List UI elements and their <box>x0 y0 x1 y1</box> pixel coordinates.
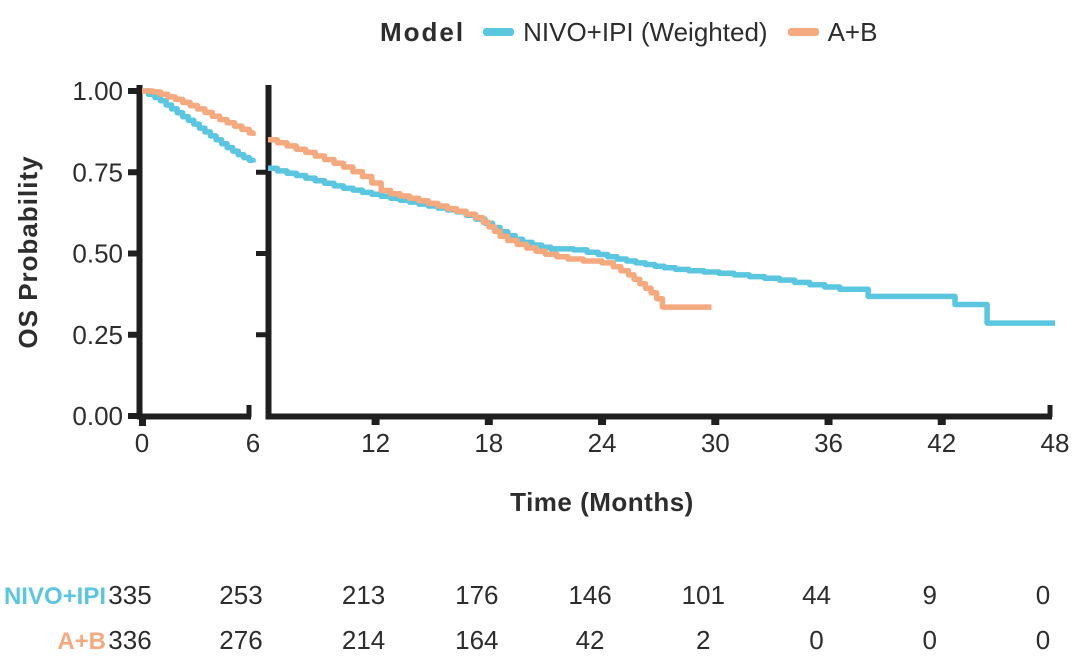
risk-count: 214 <box>342 625 385 655</box>
y-axis-title: OS Probability <box>13 155 43 349</box>
km-curve-nivo-ipi-weighted <box>142 88 256 163</box>
legend-swatch-a-b <box>787 28 819 36</box>
y-tick-label: 0.25 <box>72 320 123 350</box>
km-curve-a-b <box>142 88 256 136</box>
legend-swatch-nivo-ipi-weighted <box>483 28 515 36</box>
y-tick-label: 0.00 <box>72 401 123 431</box>
risk-count: 44 <box>802 580 831 610</box>
risk-count: 42 <box>576 625 605 655</box>
km-curve-a-b <box>268 137 712 310</box>
risk-count: 0 <box>809 625 823 655</box>
risk-count: 0 <box>1036 580 1050 610</box>
risk-row-label: A+B <box>57 628 106 655</box>
risk-count: 176 <box>455 580 498 610</box>
risk-count: 335 <box>108 580 151 610</box>
x-axis-title: Time (Months) <box>510 487 694 517</box>
legend-title: Model <box>380 16 466 47</box>
x-tick-label: 30 <box>701 428 730 458</box>
risk-count: 101 <box>682 580 725 610</box>
x-tick-label: 6 <box>246 428 260 458</box>
risk-count: 164 <box>455 625 498 655</box>
x-tick-label: 0 <box>135 428 149 458</box>
legend-label-a-b: A+B <box>827 16 878 47</box>
legend-label-nivo-ipi-weighted: NIVO+IPI (Weighted) <box>523 16 768 47</box>
y-tick-label: 1.00 <box>72 76 123 106</box>
x-tick-label: 18 <box>474 428 503 458</box>
x-tick-label: 36 <box>814 428 843 458</box>
risk-count: 0 <box>1036 625 1050 655</box>
x-tick-label: 42 <box>927 428 956 458</box>
legend: Model NIVO+IPI (Weighted) A+B <box>380 14 897 50</box>
risk-count: 276 <box>219 625 262 655</box>
risk-count: 253 <box>219 580 262 610</box>
x-tick-label: 48 <box>1041 428 1070 458</box>
risk-count: 0 <box>923 625 937 655</box>
y-tick-label: 0.50 <box>72 239 123 269</box>
y-tick-label: 0.75 <box>72 157 123 187</box>
risk-count: 213 <box>342 580 385 610</box>
risk-count: 146 <box>568 580 611 610</box>
x-tick-label: 12 <box>361 428 390 458</box>
risk-count: 336 <box>108 625 151 655</box>
x-tick-label: 24 <box>588 428 617 458</box>
risk-row-label: NIVO+IPI <box>4 583 106 610</box>
risk-count: 9 <box>923 580 937 610</box>
risk-count: 2 <box>696 625 710 655</box>
